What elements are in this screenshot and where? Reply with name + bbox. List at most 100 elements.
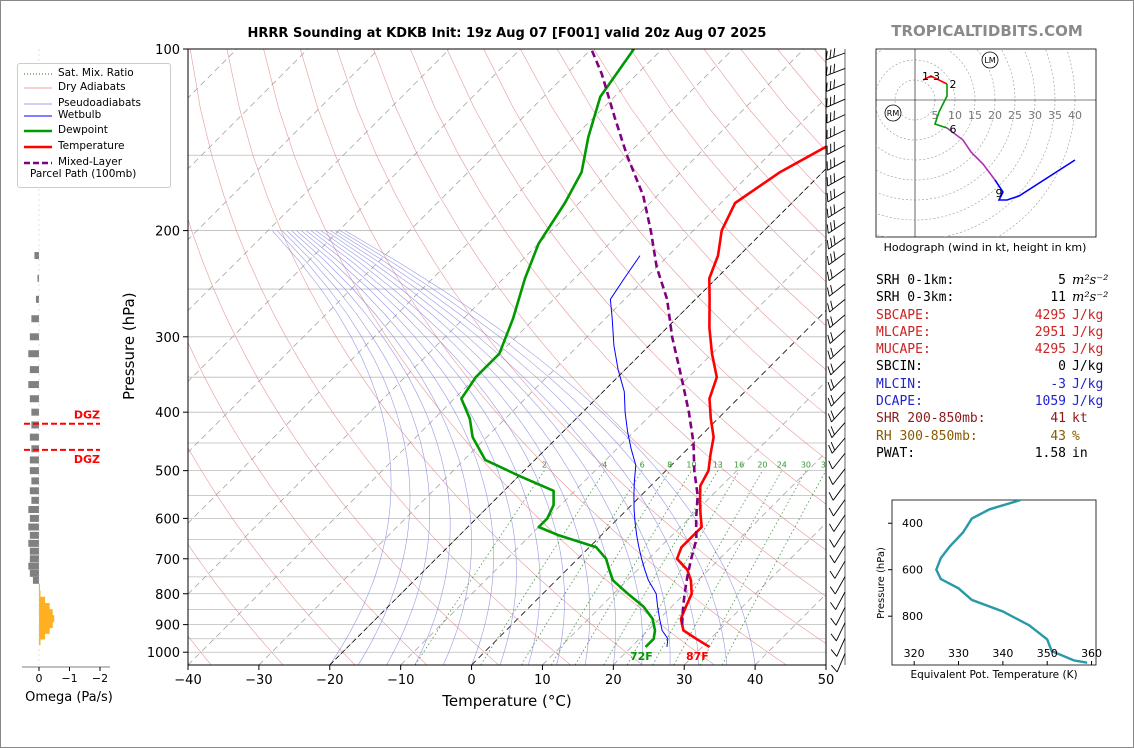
omega-axis-label: Omega (Pa/s): [25, 690, 113, 705]
wind-barb-flag: [829, 554, 835, 564]
hodograph-caption: Hodograph (wind in kt, height in km): [883, 241, 1087, 254]
wind-barb: [827, 329, 846, 344]
x-tick-label: −40: [174, 673, 201, 688]
isotherm-line: [188, 49, 592, 453]
wind-barb: [826, 220, 846, 234]
wind-barb: [827, 283, 846, 297]
mixing-ratio-label: 10: [686, 461, 696, 470]
wind-barb: [828, 453, 846, 470]
dry-adiabat: [336, 49, 826, 644]
wind-barb: [828, 437, 846, 454]
sounding-parameters: SRH 0-1km: 5 m²s⁻² SRH 0-3km: 11 m²s⁻² SBCAPE:…: [876, 272, 1108, 462]
omega-bar: [39, 603, 50, 611]
pseudoadiabat: [286, 230, 451, 665]
hodo-height-label: 2: [950, 78, 957, 91]
legend-swatch: [24, 115, 52, 117]
wind-barb: [826, 268, 846, 281]
param-label: SHR 200-850mb:: [876, 411, 986, 427]
pseudoadiabat: [330, 230, 671, 665]
param-value: 11: [1050, 290, 1066, 306]
isotherm-line: [683, 522, 826, 665]
mixing-ratio-label: 2: [542, 461, 547, 470]
wind-barb-staff: [830, 345, 846, 360]
wind-barb-flag: [833, 235, 836, 245]
pseudoadiabat: [344, 230, 756, 665]
chart-title: HRRR Sounding at KDKB Init: 19z Aug 07 […: [247, 26, 767, 41]
omega-bar: [28, 523, 39, 531]
mixing-ratio-line: [721, 470, 826, 665]
storm-motion-marker: [884, 104, 902, 122]
hodo-ring-label: 30: [1028, 109, 1042, 122]
legend-label: Dewpoint: [58, 124, 108, 136]
dry-adiabat: [446, 49, 826, 505]
wind-barb: [826, 79, 846, 92]
param-label: PWAT:: [876, 445, 916, 461]
omega-bar: [28, 539, 39, 547]
omega-bar: [39, 596, 46, 604]
isotherm-line: [471, 309, 826, 665]
param-unit: %: [1072, 428, 1080, 444]
theta-e-y-label: 400: [902, 517, 923, 530]
theta-e-y-label: 800: [902, 610, 923, 623]
omega-bar: [39, 583, 40, 591]
param-unit: J/kg: [1072, 376, 1104, 392]
wind-barb-flag: [829, 80, 832, 90]
wind-barb: [827, 406, 846, 423]
param-row: DCAPE: 1059 J/kg: [876, 393, 1106, 410]
hodo-height-label: 9: [996, 187, 1003, 200]
param-label: DCAPE:: [876, 394, 923, 410]
hodo-frame: [875, 48, 1097, 238]
wind-barb: [827, 314, 846, 329]
theta-e-x-label: 330: [948, 647, 969, 660]
wind-barb-flag: [829, 49, 832, 59]
y-tick-label: 900: [155, 619, 180, 634]
wind-barb-flag: [831, 664, 838, 673]
param-unit: J/kg: [1072, 359, 1104, 375]
omega-bar: [29, 514, 39, 522]
omega-bar: [31, 445, 39, 453]
omega-bar: [29, 456, 39, 464]
x-tick-label: 20: [605, 673, 622, 688]
wind-barb-flag: [830, 363, 834, 373]
wind-barb-flag: [830, 112, 832, 122]
legend-swatch: [24, 145, 52, 149]
wind-barb-staff: [827, 160, 846, 171]
isotherm-line: [258, 97, 826, 665]
omega-bar: [28, 381, 39, 389]
dry-adiabat: [483, 49, 826, 460]
isotherm-line: [188, 49, 663, 524]
omega-bar: [39, 590, 41, 598]
legend-label: Parcel Path (100mb): [30, 168, 137, 180]
theta-e-line: [934, 500, 1088, 664]
wind-barb-staff: [826, 114, 846, 124]
wind-barb-flag: [830, 206, 832, 216]
wind-barb: [830, 591, 846, 610]
hodo-inner: 5 10 15 20 25 30 35 40 1-3 2 6 9 LM RM: [876, 49, 1096, 237]
wind-barb: [830, 607, 846, 626]
wind-barb-flag: [826, 177, 829, 187]
wind-barb-flag: [830, 347, 834, 357]
omega-bar: [31, 421, 39, 429]
wind-barb-flag: [828, 444, 833, 454]
brand-watermark: TROPICALTIDBITS.COM: [891, 22, 1083, 40]
wind-barb: [831, 653, 846, 673]
hodograph: 5 10 15 20 25 30 35 40 1-3 2 6 9 LM RM: [875, 48, 1097, 238]
isotherm-line: [188, 49, 379, 241]
wind-barb-flag: [826, 208, 829, 218]
hodo-ring-label: 15: [968, 109, 982, 122]
wind-barb: [828, 499, 846, 517]
param-row: SRH 0-3km: 11 m²s⁻²: [876, 289, 1108, 306]
wind-barb: [827, 376, 846, 391]
wind-barb-flag: [826, 161, 828, 171]
dry-adiabat: [188, 341, 428, 665]
series-temperature: [675, 145, 826, 649]
param-value: 5: [1058, 273, 1066, 288]
param-value: 43: [1050, 428, 1066, 444]
dry-adiabat: [593, 49, 826, 327]
wind-barb: [826, 157, 846, 171]
wind-barb-flag: [833, 110, 835, 120]
mixing-ratio-label: 30: [801, 461, 811, 470]
omega-bar: [39, 638, 41, 646]
omega-bar: [31, 408, 39, 416]
legend-label: Temperature: [58, 140, 125, 152]
